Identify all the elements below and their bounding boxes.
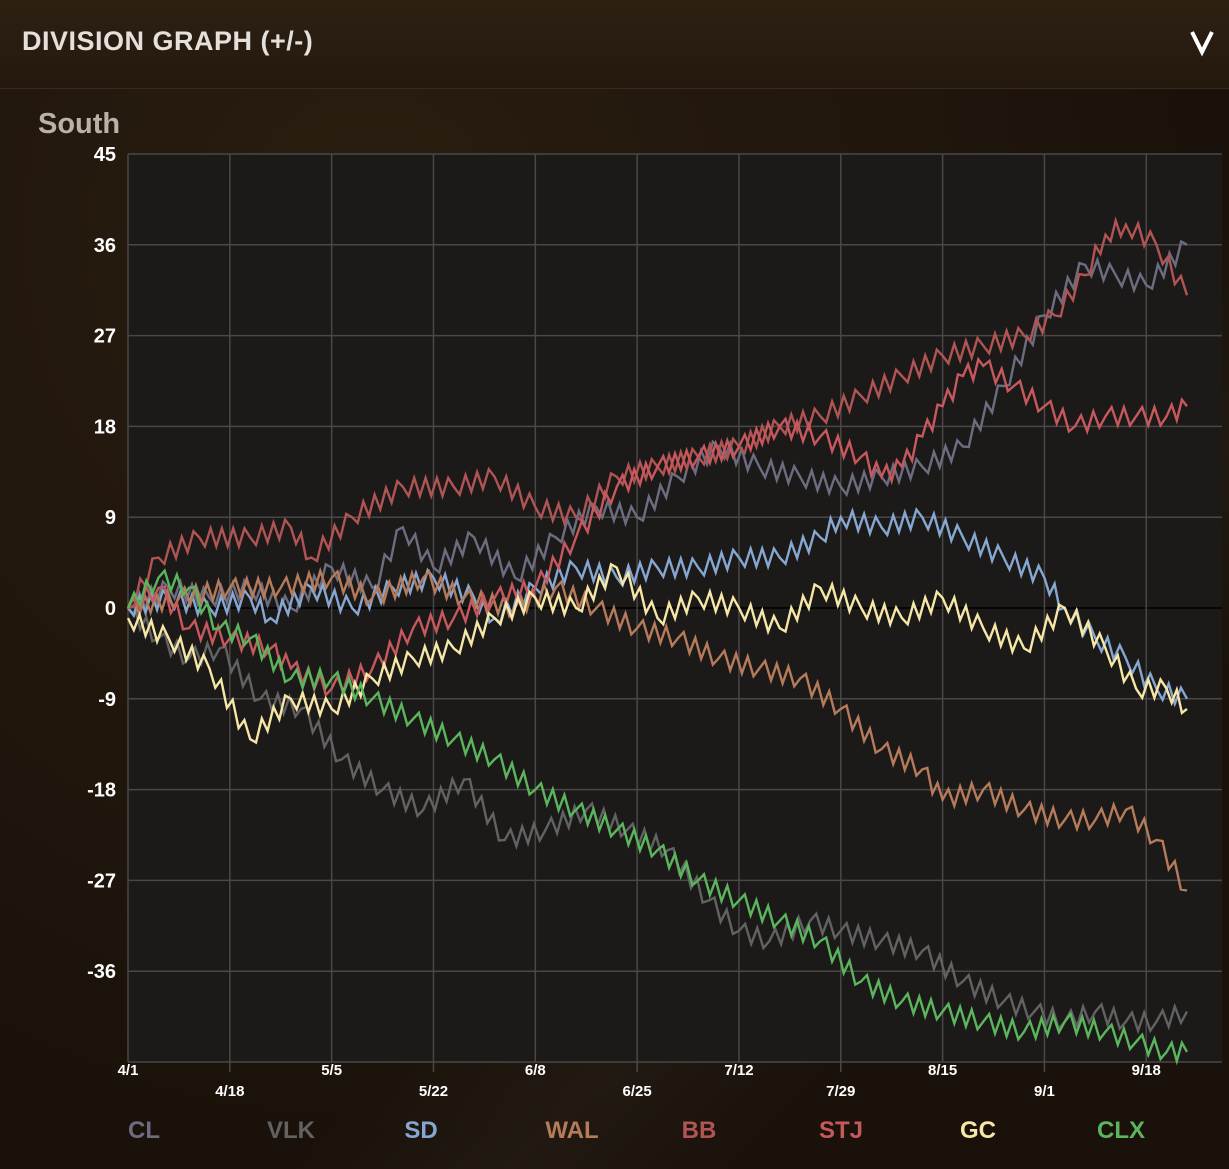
- x-tick-label: 6/25: [623, 1083, 652, 1100]
- y-tick-label: -27: [87, 870, 116, 892]
- y-tick-label: 36: [94, 235, 116, 257]
- legend-item-stj[interactable]: STJ: [819, 1117, 863, 1144]
- legend-item-vlk[interactable]: VLK: [267, 1117, 316, 1144]
- x-tick-label: 9/1: [1034, 1083, 1055, 1100]
- x-tick-label: 6/8: [525, 1062, 546, 1079]
- legend-item-bb[interactable]: BB: [682, 1117, 717, 1144]
- y-tick-label: -18: [87, 780, 116, 802]
- legend-item-gc[interactable]: GC: [960, 1117, 996, 1144]
- series-line-bb: [127, 216, 1189, 610]
- series-line-sd: [127, 507, 1189, 708]
- legend-item-wal[interactable]: WAL: [545, 1117, 598, 1144]
- division-label: South: [38, 108, 121, 140]
- legend-item-cl[interactable]: CL: [128, 1117, 160, 1144]
- series-line-clx: [126, 568, 1189, 1066]
- x-tick-label: 5/22: [419, 1083, 448, 1100]
- panel-title: DIVISION GRAPH (+/-): [22, 26, 314, 56]
- panel-header: DIVISION GRAPH (+/-): [0, 0, 1229, 89]
- y-tick-label: 9: [105, 507, 116, 529]
- x-tick-label: 7/12: [724, 1062, 753, 1079]
- series-line-gc: [126, 562, 1188, 745]
- x-tick-label: 4/1: [118, 1062, 139, 1079]
- legend-item-clx[interactable]: CLX: [1097, 1117, 1145, 1144]
- y-tick-label: 27: [94, 326, 116, 348]
- y-tick-label: 45: [94, 144, 116, 166]
- y-tick-label: 0: [105, 598, 116, 620]
- chevron-down-icon[interactable]: [1185, 24, 1219, 58]
- x-tick-label: 7/29: [826, 1083, 855, 1100]
- x-tick-label: 5/5: [321, 1062, 342, 1079]
- y-tick-label: -36: [87, 961, 116, 983]
- y-tick-label: -9: [98, 689, 116, 711]
- x-tick-label: 4/18: [215, 1083, 244, 1100]
- series-line-wal: [126, 566, 1188, 892]
- x-tick-label: 9/18: [1132, 1062, 1161, 1079]
- x-tick-label: 8/15: [928, 1062, 957, 1079]
- y-tick-label: 18: [94, 416, 116, 438]
- legend-item-sd[interactable]: SD: [404, 1117, 437, 1144]
